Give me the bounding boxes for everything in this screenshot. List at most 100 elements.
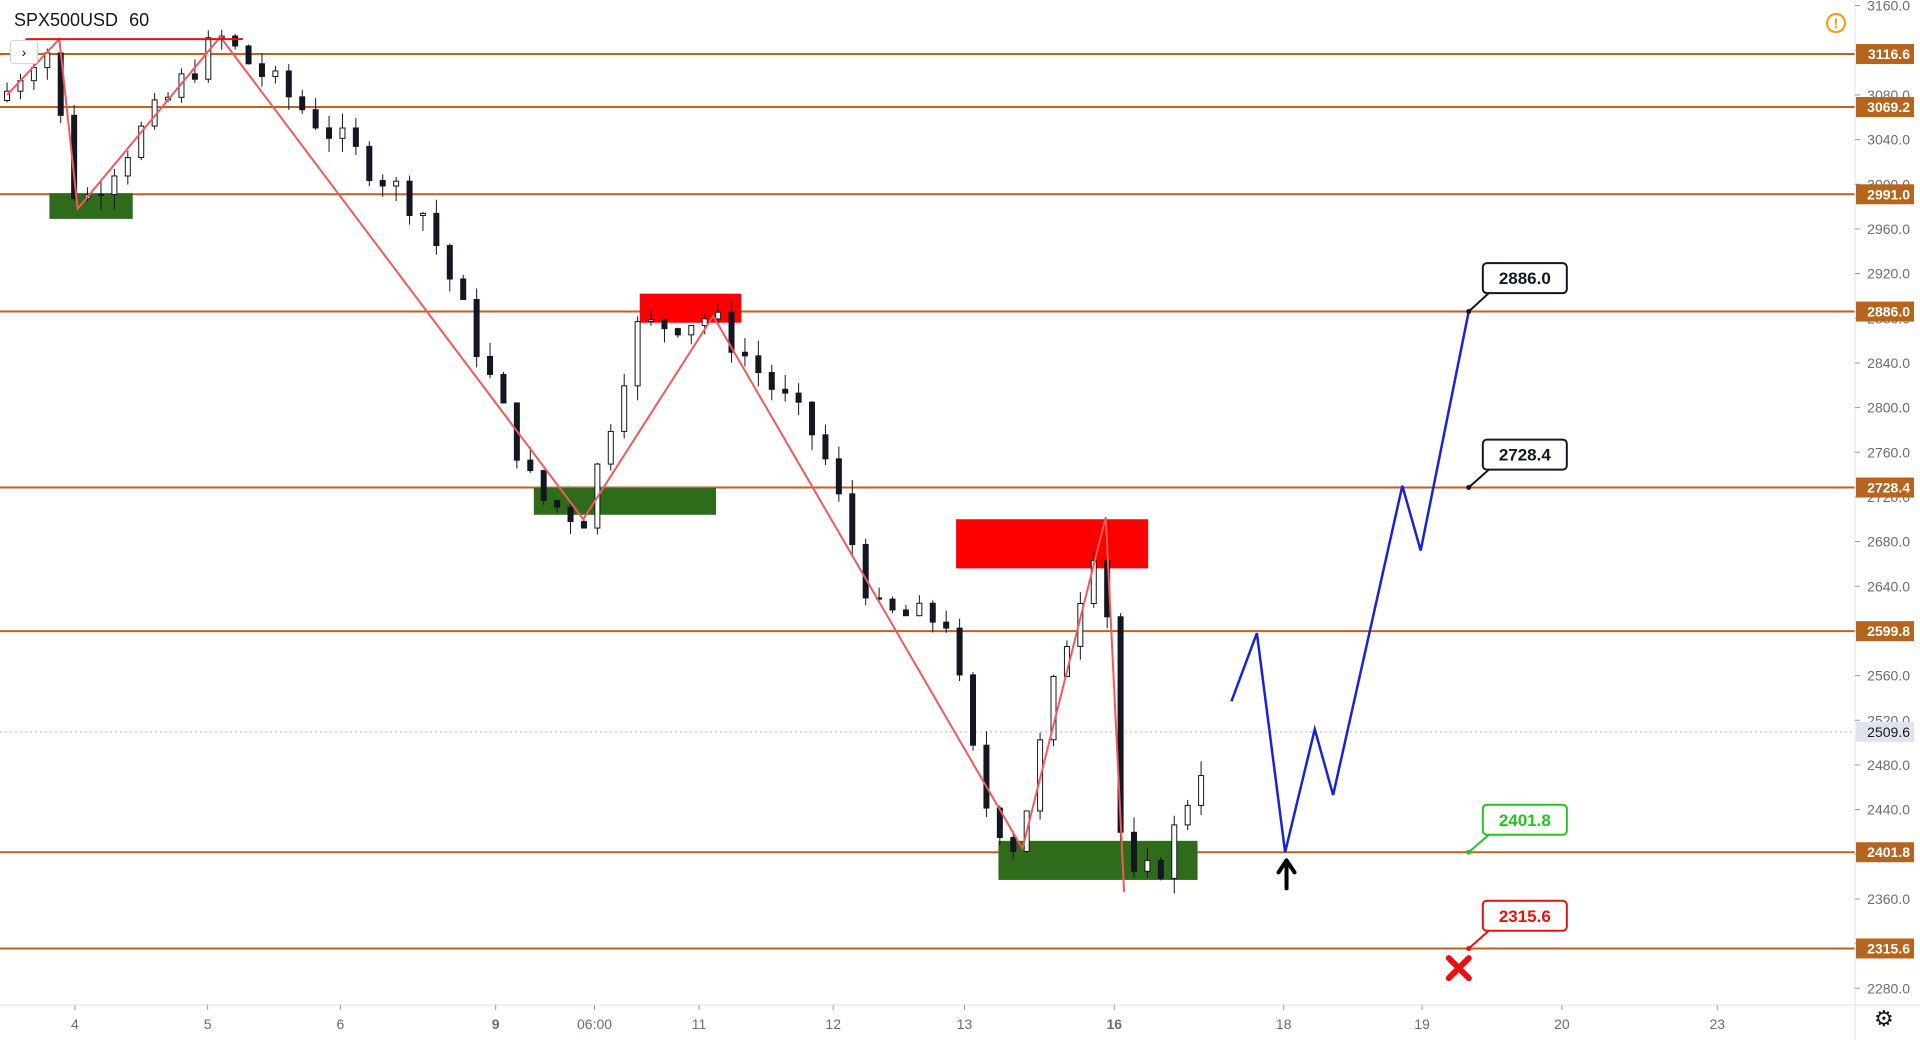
candle-body	[768, 372, 775, 390]
candle-body	[406, 180, 413, 216]
callout-pointer	[1468, 292, 1490, 313]
candle-body	[138, 125, 145, 158]
candle-body	[460, 278, 467, 300]
candle-body	[245, 45, 252, 65]
expand-legend-button[interactable]: ›	[10, 40, 38, 64]
support-zone	[49, 193, 133, 219]
candle-body	[232, 35, 239, 47]
price-callouts[interactable]: 2886.0 2728.4 2401.8 2315.6	[1466, 262, 1568, 951]
candle-body	[258, 63, 265, 77]
candle-body	[473, 298, 480, 357]
current-price-label: 2509.6	[1867, 724, 1910, 740]
callout-box	[1481, 899, 1568, 932]
cross-icon	[1445, 955, 1472, 982]
x-tick-label: 9	[492, 1016, 500, 1032]
candle-body	[527, 459, 534, 472]
candle-body	[983, 744, 990, 809]
candle-body	[862, 544, 869, 599]
warning-icon[interactable]: !	[1826, 13, 1846, 33]
symbol-label[interactable]: SPX500USD 60	[10, 10, 154, 31]
candle-body	[339, 127, 346, 139]
level-tag-label: 2315.6	[1867, 940, 1910, 956]
level-tag	[1856, 477, 1914, 498]
candles	[4, 29, 1205, 894]
callout-anchor-dot	[1466, 309, 1472, 315]
candle-body	[500, 373, 507, 404]
candle-body	[446, 245, 453, 280]
y-tick-label: 2960.0	[1867, 221, 1910, 237]
callout-box	[1481, 438, 1568, 471]
candle-body	[782, 388, 789, 394]
callout-anchor-dot	[1466, 945, 1472, 951]
candle-body	[1184, 804, 1191, 826]
level-tag	[1856, 301, 1914, 322]
x-tick-label: 5	[204, 1016, 212, 1032]
level-tag-label: 3116.6	[1868, 46, 1910, 62]
resistance-zone	[956, 519, 1149, 569]
candle-body	[795, 392, 802, 403]
candle-body	[929, 602, 936, 623]
callout-anchor-dot	[1466, 849, 1472, 855]
candle-body	[648, 319, 655, 323]
candle-body	[299, 96, 306, 111]
time-axis[interactable]: 4 5 6 9 06:00 11 12 13 16 18 19 20 23	[0, 1004, 1920, 1032]
candle-body	[956, 627, 963, 676]
candle-body	[889, 598, 896, 611]
x-tick-label: 12	[825, 1016, 841, 1032]
candle-body	[540, 470, 547, 501]
y-tick-label: 2800.0	[1867, 400, 1910, 416]
symbol-name: SPX500USD	[14, 10, 119, 30]
callout-box	[1481, 262, 1568, 295]
gear-icon[interactable]: ⚙	[1874, 1006, 1894, 1031]
x-tick-label: 20	[1554, 1016, 1570, 1032]
candle-body	[674, 328, 681, 336]
candle-body	[1090, 560, 1097, 604]
level-tag-label: 2886.0	[1867, 304, 1910, 320]
candle-body	[916, 602, 923, 617]
candle-body	[285, 70, 292, 98]
support-zone	[998, 840, 1198, 880]
chevron-right-icon: ›	[21, 44, 27, 60]
candle-body	[1050, 675, 1057, 741]
y-tick-label: 2440.0	[1867, 802, 1910, 818]
price-axis[interactable]: 3160.03120.03080.03040.03000.02960.02920…	[1854, 0, 1914, 1040]
x-tick-label: 19	[1414, 1016, 1430, 1032]
candle-body	[580, 521, 587, 529]
candle-body	[1144, 859, 1151, 872]
candle-body	[111, 175, 118, 196]
x-tick-label: 11	[692, 1016, 707, 1032]
candle-body	[205, 37, 212, 80]
candle-body	[688, 325, 695, 336]
resistance-zone	[639, 293, 742, 323]
candle-body	[487, 355, 494, 375]
forecast-line	[1230, 311, 1470, 853]
y-tick-label: 3040.0	[1867, 132, 1910, 148]
candle-body	[1010, 837, 1017, 852]
candle-body	[607, 430, 614, 465]
candle-body	[809, 401, 816, 436]
candle-body	[715, 311, 722, 320]
x-tick-label: 16	[1106, 1016, 1122, 1032]
candle-body	[366, 145, 373, 181]
candle-body	[124, 156, 131, 177]
candle-body	[567, 506, 574, 523]
callout-box	[1481, 803, 1568, 836]
zigzag-line	[6, 35, 1126, 893]
candle-body	[1157, 859, 1164, 879]
support-zone	[533, 487, 716, 515]
current-price-tag	[1856, 721, 1914, 742]
candle-body	[1198, 775, 1205, 806]
level-tag-label: 3069.2	[1867, 99, 1910, 115]
candle-body	[97, 194, 104, 197]
horizontal-levels	[0, 53, 1855, 950]
y-tick-label: 2760.0	[1867, 444, 1910, 460]
interval-label: 60	[129, 10, 150, 30]
candle-body	[379, 179, 386, 187]
candle-body	[393, 180, 400, 187]
candle-body	[902, 609, 909, 617]
level-tag-label: 2401.8	[1867, 844, 1910, 860]
candle-body	[621, 385, 628, 432]
level-tag	[1856, 938, 1914, 959]
